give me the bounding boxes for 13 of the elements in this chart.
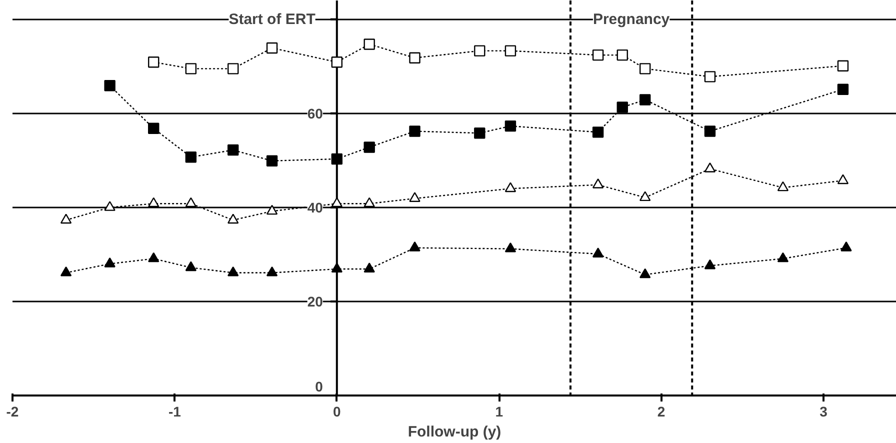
y-tick-label: 60: [307, 105, 324, 122]
y-tick-label: 20: [307, 293, 324, 310]
x-tick-label: 3: [820, 404, 828, 420]
y-tick-label: 0: [315, 378, 324, 394]
x-tick-label: 2: [657, 404, 666, 420]
x-axis-title: Follow-up (y): [408, 424, 502, 440]
x-tick-label: -1: [168, 404, 182, 420]
x-tick-label: -2: [6, 404, 19, 420]
annotation: Start of ERT: [228, 10, 316, 28]
y-tick-label: 40: [307, 199, 324, 216]
x-tick-label: 0: [333, 404, 342, 420]
x-tick-label: 1: [495, 404, 504, 420]
annotation: Pregnancy: [592, 10, 670, 28]
